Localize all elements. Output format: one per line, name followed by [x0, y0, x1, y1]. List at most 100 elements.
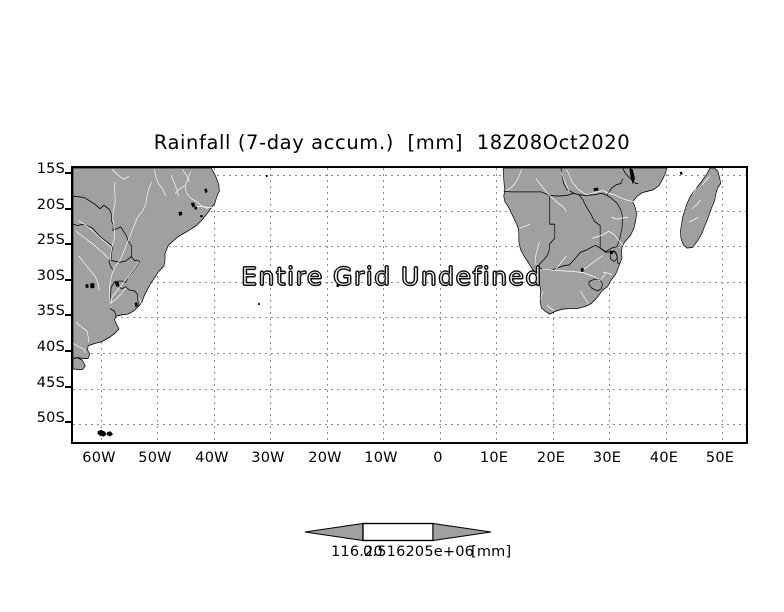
colorbar-right-arrow	[432, 522, 492, 542]
gridline-horizontal	[73, 317, 746, 318]
river-layer	[73, 169, 710, 353]
river-madagascar-2	[691, 199, 702, 210]
border-zambia-mozambique	[606, 178, 623, 196]
colorbar-units-label: [mm]	[471, 544, 512, 560]
river-negro-arg	[73, 343, 86, 353]
river-vaal	[580, 255, 604, 271]
lake-brazil-1	[204, 188, 208, 194]
ytick-mark	[65, 243, 71, 245]
river-bermejo	[75, 230, 110, 259]
ytick-mark	[65, 421, 71, 423]
river-orange-upper	[599, 273, 607, 281]
xtick-label-20w: 20W	[308, 450, 342, 466]
border-lesotho	[588, 278, 603, 292]
gridline-vertical	[327, 168, 328, 442]
xtick-label-10e: 10E	[479, 450, 509, 466]
lake-argentina-mar-chiquita	[85, 283, 89, 289]
river-save	[611, 216, 629, 220]
gridline-horizontal	[73, 175, 746, 176]
river-salado	[78, 255, 100, 292]
border-paraguay-argentina	[108, 256, 132, 271]
river-sao-francisco-branch	[174, 185, 186, 194]
gridline-horizontal	[73, 353, 746, 354]
xtick-label-40e: 40E	[649, 450, 679, 466]
lake-bolivia-titicaca	[115, 281, 120, 287]
border-bolivia-argentina	[73, 223, 114, 248]
river-swakop	[519, 223, 531, 229]
lake-brazil-3	[194, 206, 197, 210]
map-plot-area	[71, 166, 748, 444]
colorbar	[297, 518, 497, 564]
stray-marker-layer	[90, 175, 340, 305]
gridline-horizontal	[73, 246, 746, 247]
xtick-label-60w: 60W	[82, 450, 116, 466]
border-namibia-zambia-caprivi	[549, 192, 579, 197]
xtick-label-10w: 10W	[364, 450, 398, 466]
ytick-mark	[65, 350, 71, 352]
gridline-horizontal	[73, 282, 746, 283]
lake-malawi	[629, 168, 635, 185]
river-madagascar-3	[688, 216, 699, 223]
xtick-label-20e: 20E	[536, 450, 566, 466]
lake-uruguay-lagoon	[134, 302, 138, 308]
lake-layer	[85, 168, 635, 308]
river-great-fish	[580, 290, 589, 305]
ytick-label-20s: 20S	[36, 197, 65, 213]
river-doce	[196, 206, 214, 208]
river-paraguay	[109, 203, 116, 262]
landmass-southern-africa	[502, 168, 668, 315]
landmass-south-america	[73, 168, 220, 359]
border-southafrica-mozambique-swaziland	[600, 247, 620, 264]
landmass-patagonia	[73, 357, 86, 371]
river-parana-upper	[109, 181, 152, 309]
stray-marker	[258, 302, 260, 305]
river-fish-namibia	[535, 241, 540, 268]
colorbar-max-label: 0.516205e+06	[363, 544, 475, 560]
xtick-label-40w: 40W	[195, 450, 229, 466]
colorbar-center-box	[362, 522, 434, 542]
border-zimbabwe-mozambique	[600, 195, 623, 253]
ytick-label-25s: 25S	[36, 232, 65, 248]
xtick-label-50w: 50W	[138, 450, 172, 466]
river-cunene	[505, 169, 522, 191]
xtick-label-30w: 30W	[251, 450, 285, 466]
gridline-horizontal	[73, 424, 746, 425]
river-pilcomayo	[78, 220, 111, 248]
gridline-vertical	[496, 168, 497, 442]
river-paraguay-upper	[114, 182, 116, 204]
river-colorado-arg	[75, 322, 90, 343]
gridline-vertical	[609, 168, 610, 442]
gridline-vertical	[270, 168, 271, 442]
landmass-comoros	[679, 171, 683, 176]
river-araguaia	[154, 169, 166, 197]
gridline-vertical	[722, 168, 723, 442]
colorbar-graphic	[304, 522, 492, 542]
border-brazil-argentina	[114, 256, 141, 284]
border-zimbabwe-zambia	[578, 192, 608, 196]
stray-marker	[334, 270, 338, 275]
xtick-label-50e: 50E	[705, 450, 735, 466]
lake-brazil-2	[190, 202, 196, 208]
gridline-vertical	[157, 168, 158, 442]
ytick-mark	[65, 279, 71, 281]
ytick-mark	[65, 314, 71, 316]
ytick-mark	[65, 172, 71, 174]
ytick-label-45s: 45S	[36, 375, 65, 391]
gridline-vertical	[383, 168, 384, 442]
river-breede	[546, 304, 555, 311]
ytick-label-40s: 40S	[36, 339, 65, 355]
river-okavango	[535, 178, 567, 212]
river-orange	[538, 269, 601, 281]
ytick-label-15s: 15S	[36, 161, 65, 177]
xtick-label-0: 0	[433, 450, 443, 466]
lake-africa-1	[580, 267, 584, 272]
stray-marker	[265, 175, 268, 178]
gridline-vertical	[666, 168, 667, 442]
lake-brazil-5	[200, 215, 203, 218]
river-uruguay	[110, 261, 140, 304]
river-olifants-sa	[540, 290, 544, 301]
colorbar-min-label: 116.20	[331, 544, 383, 560]
river-tugela	[602, 271, 613, 276]
river-kwando	[560, 171, 570, 193]
lake-africa-2	[610, 250, 614, 255]
